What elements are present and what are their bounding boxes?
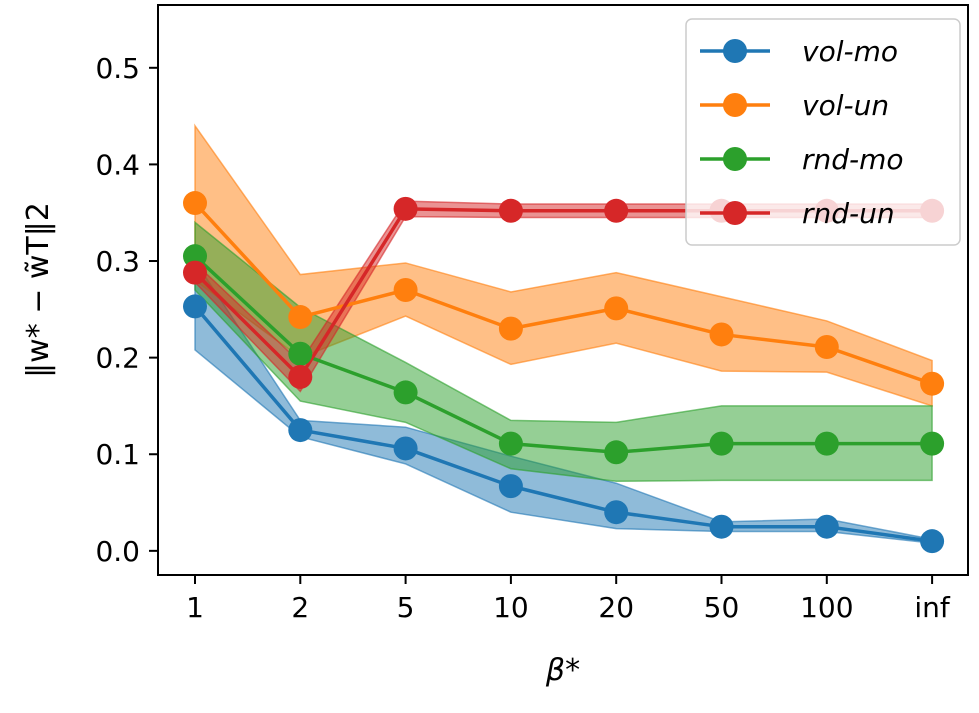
point-vol-un bbox=[814, 335, 839, 359]
x-tick-label: 2 bbox=[291, 591, 309, 624]
point-rnd-un bbox=[604, 198, 629, 223]
point-vol-mo bbox=[920, 529, 945, 554]
point-rnd-mo bbox=[288, 341, 313, 366]
legend: vol-mo vol-un rnd-mo rnd-un bbox=[685, 18, 961, 246]
legend-marker-vol-un bbox=[723, 93, 747, 117]
line-rnd-mo bbox=[193, 254, 933, 455]
legend-marker-vol-mo bbox=[723, 39, 747, 63]
y-axis-ticks: 0.0 0.1 0.2 0.3 0.4 0.5 bbox=[95, 52, 158, 568]
y-tick-label: 0.5 bbox=[95, 52, 140, 85]
x-tick-label: 1 bbox=[186, 591, 204, 624]
legend-marker-rnd-un bbox=[723, 201, 747, 225]
x-axis-ticks: 1 2 5 10 20 50 100 inf bbox=[186, 575, 951, 624]
point-rnd-mo bbox=[498, 431, 523, 456]
point-rnd-mo bbox=[920, 431, 945, 456]
point-rnd-mo bbox=[393, 380, 418, 405]
legend-label-vol-un: vol-un bbox=[802, 89, 889, 122]
x-tick-label: inf bbox=[914, 591, 951, 624]
y-tick-label: 0.0 bbox=[95, 535, 140, 568]
line-vol-mo bbox=[193, 305, 933, 543]
point-vol-mo bbox=[498, 474, 523, 499]
point-rnd-un bbox=[498, 198, 523, 223]
x-axis-label: β* bbox=[545, 653, 580, 688]
point-rnd-un bbox=[288, 364, 313, 389]
y-tick-label: 0.2 bbox=[95, 342, 140, 375]
point-vol-mo bbox=[814, 514, 839, 539]
legend-box bbox=[685, 18, 961, 246]
point-vol-un bbox=[920, 371, 945, 396]
legend-marker-rnd-mo bbox=[723, 147, 747, 171]
point-rnd-un bbox=[393, 196, 418, 221]
y-tick-label: 0.3 bbox=[95, 245, 140, 278]
point-vol-mo bbox=[709, 514, 734, 539]
point-vol-mo bbox=[604, 500, 629, 525]
point-vol-un bbox=[288, 305, 313, 330]
y-tick-label: 0.1 bbox=[95, 438, 140, 471]
point-vol-un bbox=[393, 278, 418, 302]
x-tick-label: 20 bbox=[598, 591, 634, 624]
point-vol-un bbox=[183, 191, 207, 216]
point-vol-mo bbox=[183, 294, 207, 319]
legend-label-rnd-un: rnd-un bbox=[802, 197, 895, 230]
point-vol-un bbox=[604, 296, 629, 321]
point-vol-un bbox=[709, 322, 734, 347]
legend-label-vol-mo: vol-mo bbox=[802, 35, 898, 68]
y-tick-label: 0.4 bbox=[95, 148, 140, 181]
point-rnd-mo bbox=[604, 440, 629, 465]
x-tick-label: 100 bbox=[800, 591, 853, 624]
point-rnd-mo bbox=[814, 431, 839, 456]
x-tick-label: 5 bbox=[397, 591, 415, 624]
y-axis-label: ‖w* − w̃T‖2 bbox=[21, 202, 56, 378]
point-vol-mo bbox=[288, 418, 313, 443]
x-tick-label: 50 bbox=[704, 591, 740, 624]
point-vol-mo bbox=[393, 436, 418, 461]
point-rnd-mo bbox=[709, 431, 734, 456]
x-tick-label: 10 bbox=[493, 591, 529, 624]
point-vol-un bbox=[498, 316, 523, 341]
point-rnd-mo bbox=[183, 244, 207, 269]
plot-frame bbox=[157, 4, 969, 576]
point-rnd-un bbox=[183, 260, 207, 285]
legend-label-rnd-mo: rnd-mo bbox=[802, 143, 904, 176]
band-rnd-mo bbox=[194, 220, 933, 483]
series-points bbox=[183, 191, 945, 554]
line-vol-un bbox=[193, 201, 933, 386]
